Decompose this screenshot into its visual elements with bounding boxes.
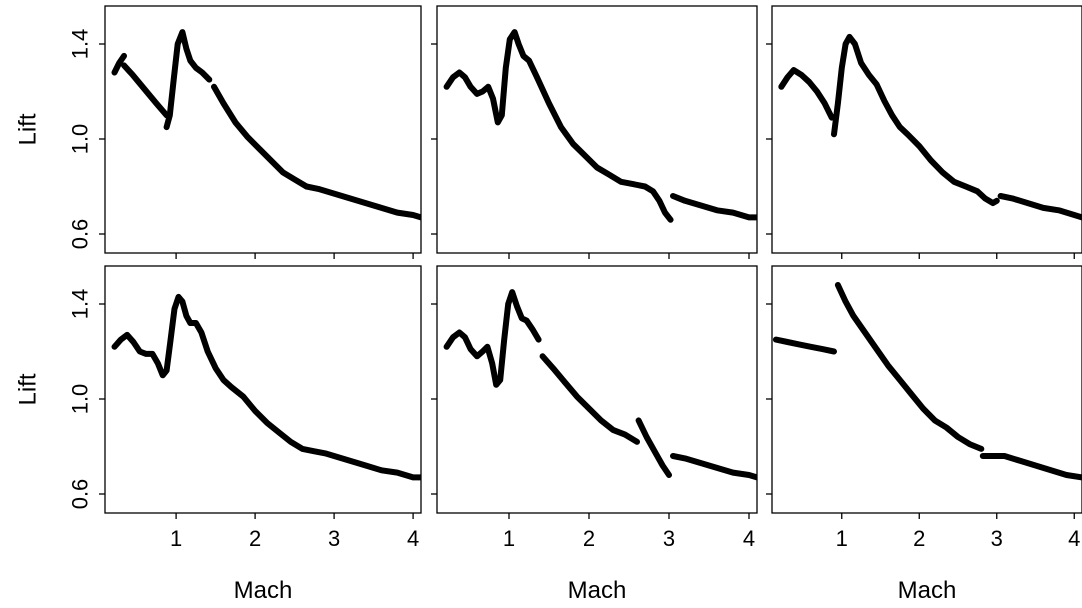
x-tick-label: 3 — [328, 526, 340, 551]
y-axis-title: Lift — [15, 113, 42, 145]
lift-curve-segment-3 — [163, 29, 213, 131]
x-tick-label: 1 — [503, 526, 515, 551]
panel-4: 1 2 3 4 0.6 1.0 1.4 Lift Mach — [15, 265, 422, 604]
lift-curve-segment-1 — [443, 29, 674, 223]
y-tick-label: 1.4 — [68, 29, 93, 60]
plot-frame — [436, 5, 758, 254]
lift-curve-segment-4 — [211, 83, 310, 190]
y-axis-title: Lift — [15, 373, 42, 405]
lift-curve-segment-2 — [834, 282, 985, 452]
lift-curve-segment-1 — [772, 336, 837, 355]
panel-6: 1 2 3 4 Mach — [766, 265, 1082, 604]
y-tick-label: 0.6 — [68, 219, 93, 250]
y-tick-label: 1.4 — [68, 289, 93, 320]
lift-curve-segment-5 — [303, 183, 421, 221]
lift-curve-segment-2 — [670, 193, 757, 221]
plot-frame — [771, 5, 1082, 254]
y-tick-label: 1.0 — [68, 384, 93, 415]
x-tick-label: 3 — [663, 526, 675, 551]
plot-frame — [104, 5, 422, 254]
lift-curve-segment-1 — [443, 289, 542, 388]
x-tick-label: 4 — [743, 526, 755, 551]
lift-curve-segment-2 — [539, 353, 640, 445]
x-tick-label: 2 — [249, 526, 261, 551]
lift-curve-segment-2 — [121, 62, 170, 119]
x-tick-label: 2 — [913, 526, 925, 551]
x-tick-label: 1 — [170, 526, 182, 551]
x-tick-label: 2 — [583, 526, 595, 551]
plot-frame — [436, 265, 758, 514]
x-tick-label: 3 — [991, 526, 1003, 551]
panel-1: 0.6 1.0 1.4 Lift — [15, 5, 422, 259]
plot-frame — [771, 265, 1082, 514]
y-tick-label: 0.6 — [68, 479, 93, 510]
panel-3 — [766, 5, 1082, 259]
x-axis-title: Mach — [898, 577, 957, 604]
lift-curve-segment-3 — [635, 417, 672, 478]
x-tick-label: 4 — [1068, 526, 1080, 551]
plot-frame — [104, 265, 422, 514]
lift-curve-segment-3 — [979, 453, 1082, 481]
lift-curve-segment-1 — [778, 67, 835, 121]
lift-curve-segment-3 — [997, 193, 1082, 221]
x-tick-label: 4 — [407, 526, 419, 551]
lift-curve-segment-2 — [831, 33, 1000, 207]
lift-curve-segment-4 — [670, 453, 757, 481]
lift-curve-segment-1 — [111, 52, 127, 76]
x-tick-label: 1 — [836, 526, 848, 551]
lift-curve-segment-1 — [111, 293, 421, 481]
x-axis-title: Mach — [568, 577, 627, 604]
y-tick-label: 1.0 — [68, 124, 93, 155]
x-axis-title: Mach — [234, 577, 293, 604]
panel-2 — [431, 5, 758, 259]
panel-5: 1 2 3 4 Mach — [431, 265, 758, 604]
